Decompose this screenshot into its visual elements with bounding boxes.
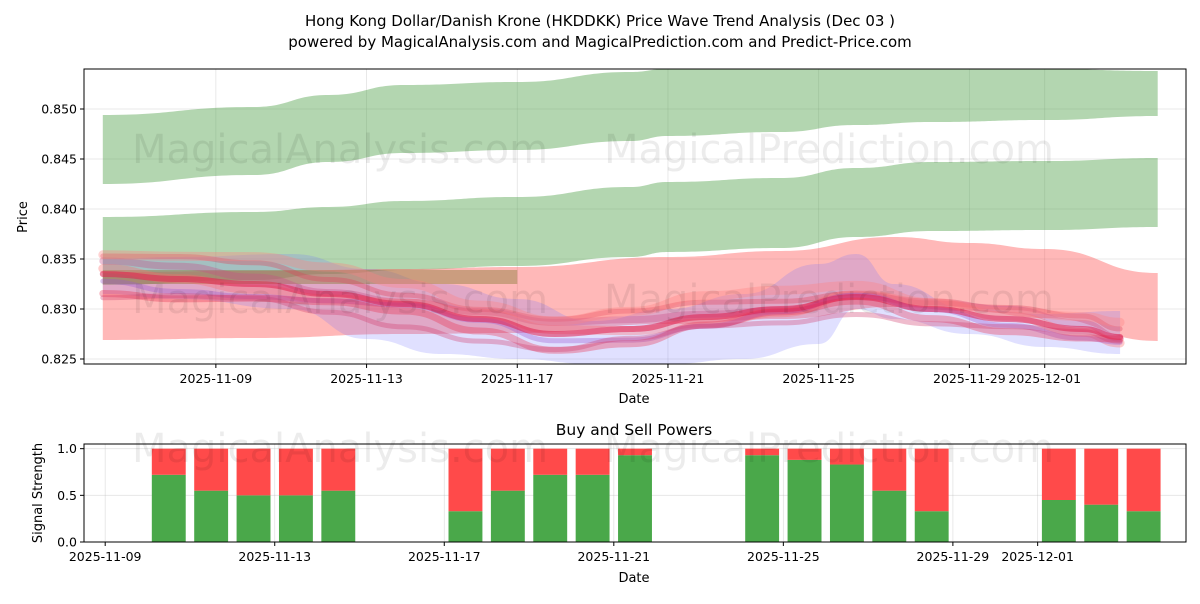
signal-y-tick-label: 0.0 — [57, 535, 77, 550]
sell-bar — [490, 448, 525, 491]
sell-bar — [1041, 448, 1076, 500]
signal-y-axis-label: Signal Strength — [31, 443, 46, 543]
buy-bar — [787, 459, 822, 542]
price-y-tick-label: 0.825 — [41, 352, 77, 367]
wave-ribbon — [100, 278, 1123, 345]
buy-bar — [151, 474, 186, 542]
price-y-tick-label: 0.850 — [41, 102, 77, 117]
watermark-magicalanalysis-bottom: MagicalAnalysis.com — [132, 426, 548, 472]
band-blue — [102, 254, 1121, 364]
price-y-tick-label: 0.830 — [41, 302, 77, 317]
watermark-magicalprediction-bottom: MagicalPrediction.com — [604, 426, 1054, 472]
signal-axes-frame — [83, 443, 1187, 543]
watermark-magicalprediction-top: MagicalPrediction.com — [604, 127, 1054, 173]
wave-ribbon — [99, 257, 1124, 342]
wave-center-line — [99, 271, 1124, 340]
buy-bar — [872, 490, 907, 542]
signal-y-tick-label: 1.0 — [57, 441, 77, 456]
sell-bar — [448, 448, 483, 512]
buy-bar — [1126, 511, 1161, 542]
price-x-tick-label: 2025-11-13 — [330, 371, 403, 386]
figure-title-line2: powered by MagicalAnalysis.com and Magic… — [288, 33, 912, 51]
signal-x-tick-label: 2025-12-01 — [1001, 549, 1074, 564]
buy-bar — [1084, 504, 1119, 542]
signal-y-tick-label: 0.5 — [57, 488, 77, 503]
price-grid — [84, 69, 1186, 364]
buy-bar — [533, 474, 568, 542]
wave-ribbon — [99, 290, 1124, 354]
buy-bar — [1041, 500, 1076, 542]
price-x-tick-label: 2025-11-09 — [180, 371, 253, 386]
price-x-tick-label: 2025-11-29 — [933, 371, 1006, 386]
sell-bar — [1126, 448, 1161, 512]
sell-bar — [787, 448, 822, 460]
buy-bar — [321, 490, 356, 542]
sell-bar — [914, 448, 949, 512]
buy-bar — [278, 495, 313, 542]
sell-bar — [236, 448, 271, 496]
price-x-axis-label: Date — [618, 392, 649, 407]
wave-ribbon — [98, 250, 1125, 327]
buy-bar — [448, 511, 483, 542]
price-x-tick-label: 2025-11-21 — [632, 371, 705, 386]
buy-bar — [236, 495, 271, 542]
buy-bar — [194, 490, 229, 542]
buy-bar — [745, 455, 780, 542]
signal-bars — [151, 448, 1161, 542]
price-y-axis-label: Price — [16, 201, 31, 233]
price-x-tick-label: 2025-12-01 — [1008, 371, 1081, 386]
signal-x-tick-label: 2025-11-13 — [238, 549, 311, 564]
buy-sell-title: Buy and Sell Powers — [556, 421, 713, 439]
signal-x-tick-label: 2025-11-21 — [577, 549, 650, 564]
sell-bar — [745, 448, 780, 456]
buy-bar — [914, 511, 949, 542]
price-y-ticks: 0.825 0.830 0.835 0.840 0.845 0.850 — [41, 102, 84, 367]
sell-bar — [872, 448, 907, 491]
buy-bar — [575, 474, 610, 542]
sell-bar — [151, 448, 186, 475]
sell-bar — [829, 448, 864, 465]
wave-ribbon — [100, 293, 1123, 353]
sell-bar — [278, 448, 313, 496]
price-axes-frame — [83, 68, 1187, 365]
price-x-tick-label: 2025-11-17 — [481, 371, 554, 386]
sell-bar — [321, 448, 356, 491]
band-green — [102, 158, 1158, 285]
signal-x-axis-label: Date — [618, 571, 649, 586]
signal-x-tick-label: 2025-11-29 — [917, 549, 990, 564]
buy-bar — [490, 490, 525, 542]
price-x-ticks: 2025-11-09 2025-11-13 2025-11-17 2025-11-21… — [180, 364, 1081, 386]
sell-bar — [1084, 448, 1119, 505]
price-y-tick-label: 0.840 — [41, 202, 77, 217]
signal-x-ticks: 2025-11-09 2025-11-13 2025-11-17 2025-11-21… — [69, 542, 1074, 564]
buy-sell-panel: Buy and Sell Powers MagicalAnalysis.com … — [31, 421, 1187, 586]
sell-bar — [575, 448, 610, 475]
sell-bar — [533, 448, 568, 475]
watermark-magicalanalysis-mid: MagicalAnalysis.com — [132, 277, 548, 323]
signal-x-tick-label: 2025-11-17 — [408, 549, 481, 564]
buy-bar — [618, 455, 652, 542]
sell-bar — [618, 448, 652, 456]
watermark-magicalanalysis-top: MagicalAnalysis.com — [132, 127, 548, 173]
price-wave-lines — [98, 250, 1125, 354]
figure-title-line1: Hong Kong Dollar/Danish Krone (HKDDKK) P… — [305, 12, 895, 30]
wave-ribbon — [100, 253, 1123, 332]
signal-x-tick-label: 2025-11-09 — [69, 549, 142, 564]
price-y-tick-label: 0.845 — [41, 152, 77, 167]
band-red — [102, 237, 1158, 341]
band-green — [102, 69, 1158, 184]
signal-x-tick-label: 2025-11-25 — [747, 549, 820, 564]
price-x-tick-label: 2025-11-25 — [782, 371, 855, 386]
sell-bar — [194, 448, 229, 491]
price-y-tick-label: 0.835 — [41, 252, 77, 267]
signal-y-ticks: 0.0 0.5 1.0 — [57, 441, 84, 550]
buy-bar — [829, 464, 864, 542]
price-bands — [102, 69, 1158, 364]
watermark-magicalprediction-mid: MagicalPrediction.com — [604, 277, 1054, 323]
price-wave-panel: MagicalAnalysis.com MagicalPrediction.co… — [16, 68, 1187, 407]
